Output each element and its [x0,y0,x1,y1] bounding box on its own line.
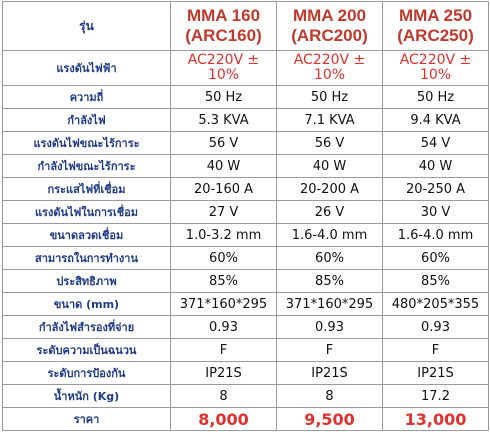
spec-value: 50 Hz [276,85,383,109]
spec-row: ขนาดลวดเชื่อม 1.0-3.2 mm 1.6-4.0 mm 1.6-4.0… [2,223,489,247]
spec-value: 5.3 KVA [170,108,277,132]
spec-value: F [276,338,383,362]
spec-value: 1.0-3.2 mm [170,223,277,247]
spec-row: ขนาด (mm) 371*160*295 371*160*295 480*205*3… [2,292,489,316]
spec-row: แรงดันไฟขณะไร้การะ 56 V 56 V 54 V [2,131,489,155]
spec-table: รุ่น MMA 160 (ARC160) MMA 200 (ARC200) MMA … [2,1,489,431]
spec-value: 85% [276,269,383,293]
spec-value: 40 W [170,154,277,178]
spec-row: ความถี่ 50 Hz 50 Hz 50 Hz [2,85,489,109]
spec-row: กำลังไฟสำรองที่จ่าย 0.93 0.93 0.93 [2,315,489,339]
spec-label: แรงดันไฟขณะไร้การะ [2,131,171,155]
spec-value: 371*160*295 [170,292,277,316]
spec-value: 85% [382,269,489,293]
spec-value: 9.4 KVA [382,108,489,132]
spec-row: แรงดันไฟฟ้า AC220V ± 10% AC220V ± 10% AC220… [2,50,489,86]
spec-value: F [170,338,277,362]
spec-label: ขนาดลวดเชื่อม [2,223,171,247]
spec-value: 60% [382,246,489,270]
spec-value: IP21S [170,361,277,385]
spec-row: สามารถในการทำงาน 60% 60% 60% [2,246,489,270]
spec-value: 20-250 A [382,177,489,201]
spec-value: 17.2 [382,384,489,408]
spec-label: น้ำหนัก (Kg) [2,384,171,408]
spec-label: กระแสไฟที่เชื่อม [2,177,171,201]
spec-label: กำลังไฟขณะไร้การะ [2,154,171,178]
spec-label: ระดับความเป็นฉนวน [2,338,171,362]
spec-row: ประสิทธิภาพ 85% 85% 85% [2,269,489,293]
spec-value: 8 [170,384,277,408]
spec-row: แรงดันไฟในการเชื่อม 27 V 26 V 30 V [2,200,489,224]
spec-label: กำลังไฟสำรองที่จ่าย [2,315,171,339]
model-header: MMA 200 (ARC200) [276,1,383,51]
spec-label: ระดับการป้องกัน [2,361,171,385]
spec-value: 60% [170,246,277,270]
spec-label: กำลังไฟ [2,108,171,132]
spec-value: 56 V [276,131,383,155]
spec-value: 480*205*355 [382,292,489,316]
spec-row: ระดับการป้องกัน IP21S IP21S IP21S [2,361,489,385]
spec-value: 8 [276,384,383,408]
spec-value: 56 V [170,131,277,155]
spec-value: 1.6-4.0 mm [382,223,489,247]
model-header: MMA 160 (ARC160) [170,1,277,51]
spec-label: ขนาด (mm) [2,292,171,316]
spec-value: 30 V [382,200,489,224]
spec-value: 9,500 [276,407,383,431]
spec-value: 26 V [276,200,383,224]
spec-value: IP21S [382,361,489,385]
spec-value: 40 W [382,154,489,178]
spec-label: ประสิทธิภาพ [2,269,171,293]
model-header: MMA 250 (ARC250) [382,1,489,51]
spec-value: IP21S [276,361,383,385]
spec-label: แรงดันไฟฟ้า [2,50,171,86]
spec-row: ระดับความเป็นฉนวน F F F [2,338,489,362]
header-row: รุ่น MMA 160 (ARC160) MMA 200 (ARC200) MMA … [2,1,489,51]
spec-value: 50 Hz [382,85,489,109]
spec-value: 13,000 [382,407,489,431]
spec-value: 0.93 [170,315,277,339]
spec-value: 40 W [276,154,383,178]
spec-value: 371*160*295 [276,292,383,316]
spec-value: 0.93 [276,315,383,339]
spec-label: สามารถในการทำงาน [2,246,171,270]
spec-value: 85% [170,269,277,293]
spec-value: 54 V [382,131,489,155]
spec-value: AC220V ± 10% [170,50,277,86]
spec-value: 0.93 [382,315,489,339]
spec-value: 7.1 KVA [276,108,383,132]
spec-row: กระแสไฟที่เชื่อม 20-160 A 20-200 A 20-250 A [2,177,489,201]
spec-row: กำลังไฟขณะไร้การะ 40 W 40 W 40 W [2,154,489,178]
spec-value: AC220V ± 10% [276,50,383,86]
spec-value: 60% [276,246,383,270]
spec-value: 20-200 A [276,177,383,201]
spec-row: น้ำหนัก (Kg) 8 8 17.2 [2,384,489,408]
spec-value: 8,000 [170,407,277,431]
spec-label: ราคา [2,407,171,431]
spec-value: 1.6-4.0 mm [276,223,383,247]
spec-label: ความถี่ [2,85,171,109]
spec-row: กำลังไฟ 5.3 KVA 7.1 KVA 9.4 KVA [2,108,489,132]
spec-row: ราคา 8,000 9,500 13,000 [2,407,489,431]
spec-value: 20-160 A [170,177,277,201]
spec-value: 50 Hz [170,85,277,109]
spec-value: AC220V ± 10% [382,50,489,86]
label-header: รุ่น [2,1,171,51]
spec-value: F [382,338,489,362]
spec-label: แรงดันไฟในการเชื่อม [2,200,171,224]
spec-value: 27 V [170,200,277,224]
